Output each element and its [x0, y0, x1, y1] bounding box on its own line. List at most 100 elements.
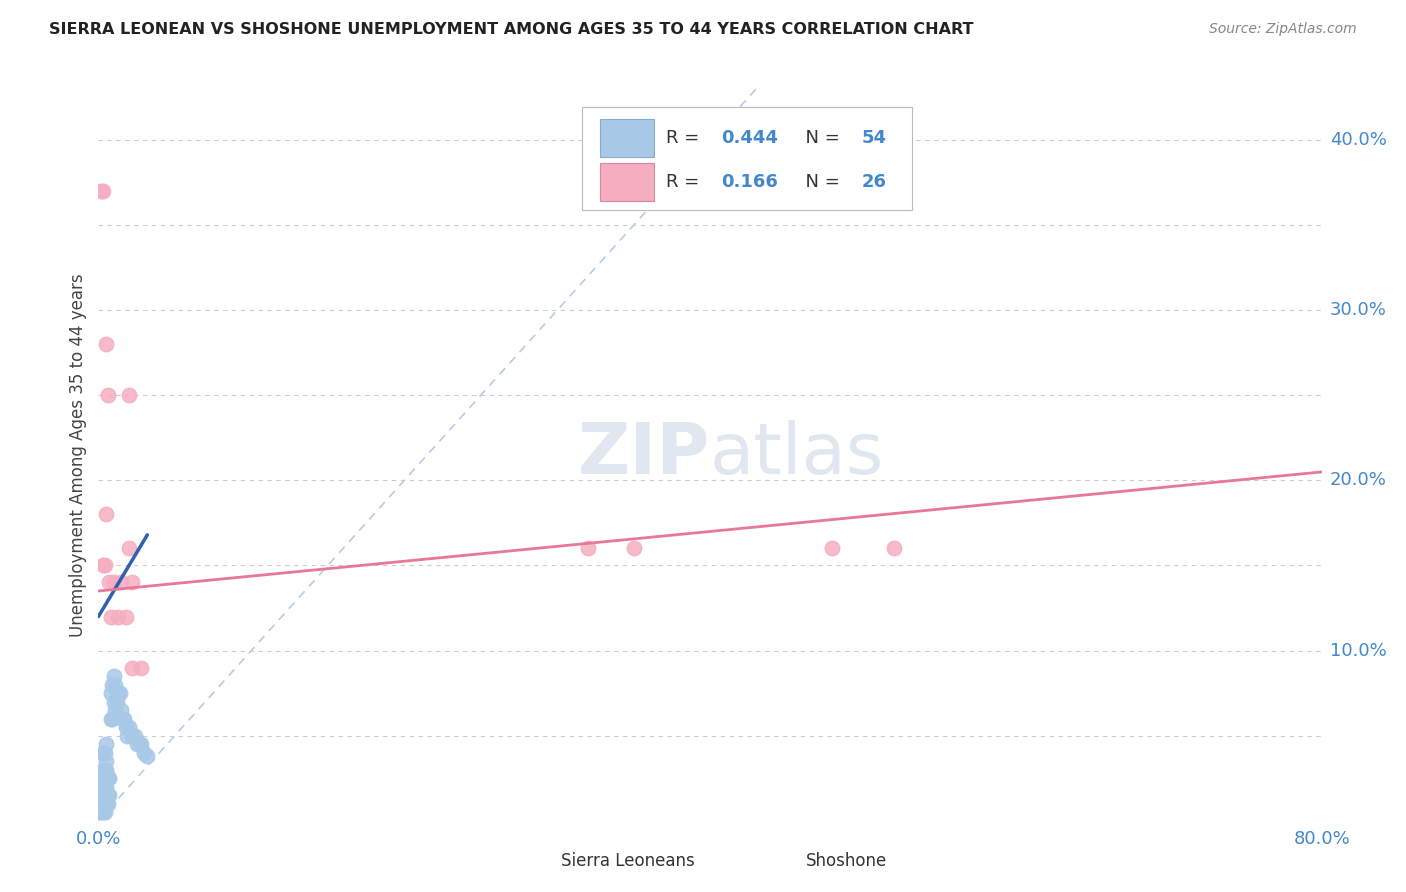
Text: N =: N = — [794, 128, 846, 147]
Point — [129, 737, 152, 751]
Point — [118, 720, 141, 734]
Point — [104, 703, 127, 717]
Point — [112, 712, 135, 726]
Point — [103, 669, 125, 683]
Point — [121, 575, 143, 590]
Point — [129, 660, 152, 674]
Point — [108, 686, 131, 700]
Point — [115, 720, 138, 734]
Point — [103, 695, 125, 709]
Point — [103, 575, 125, 590]
Point — [93, 558, 115, 573]
Text: atlas: atlas — [710, 420, 884, 490]
Point — [121, 660, 143, 674]
Point — [97, 771, 120, 785]
Point — [91, 805, 114, 819]
FancyBboxPatch shape — [744, 843, 796, 879]
Point — [91, 780, 114, 794]
Point — [94, 771, 117, 785]
Point — [821, 541, 844, 556]
Y-axis label: Unemployment Among Ages 35 to 44 years: Unemployment Among Ages 35 to 44 years — [69, 273, 87, 637]
Text: 20.0%: 20.0% — [1330, 472, 1386, 490]
FancyBboxPatch shape — [582, 108, 912, 210]
Point — [117, 729, 139, 743]
Point — [90, 797, 112, 811]
Point — [94, 780, 117, 794]
Point — [100, 686, 122, 700]
Point — [93, 797, 115, 811]
Text: R =: R = — [666, 173, 711, 192]
Point — [623, 541, 645, 556]
Point — [97, 388, 120, 402]
Point — [101, 677, 124, 691]
Point — [576, 541, 599, 556]
Text: 30.0%: 30.0% — [1330, 301, 1386, 319]
Point — [111, 712, 134, 726]
Point — [90, 788, 112, 802]
Point — [105, 695, 128, 709]
Text: R =: R = — [666, 128, 704, 147]
Point — [118, 388, 141, 402]
Point — [91, 746, 114, 760]
Point — [91, 788, 114, 802]
Text: N =: N = — [794, 173, 846, 192]
Point — [90, 805, 112, 819]
Point — [100, 609, 122, 624]
Point — [110, 703, 132, 717]
Point — [90, 780, 112, 794]
Point — [97, 788, 120, 802]
Point — [98, 575, 121, 590]
Point — [128, 737, 150, 751]
Point — [110, 575, 132, 590]
Point — [93, 746, 115, 760]
Point — [100, 712, 122, 726]
Text: ZIP: ZIP — [578, 420, 710, 490]
Point — [94, 508, 117, 522]
FancyBboxPatch shape — [600, 163, 654, 202]
Point — [124, 729, 146, 743]
Text: 0.444: 0.444 — [721, 128, 778, 147]
Point — [134, 746, 156, 760]
Point — [93, 763, 115, 777]
Point — [93, 788, 115, 802]
Text: Source: ZipAtlas.com: Source: ZipAtlas.com — [1209, 22, 1357, 37]
Text: 0.166: 0.166 — [721, 173, 778, 192]
Point — [136, 749, 159, 764]
Text: 54: 54 — [862, 128, 887, 147]
Point — [91, 184, 114, 198]
Point — [121, 729, 143, 743]
Text: 26: 26 — [862, 173, 887, 192]
Point — [107, 609, 129, 624]
Point — [115, 609, 138, 624]
Point — [91, 771, 114, 785]
Point — [125, 737, 148, 751]
Point — [94, 797, 117, 811]
Point — [93, 771, 115, 785]
Point — [93, 780, 115, 794]
Text: Shoshone: Shoshone — [806, 852, 887, 870]
Point — [94, 737, 117, 751]
FancyBboxPatch shape — [499, 843, 551, 879]
Point — [94, 337, 117, 351]
Text: Sierra Leoneans: Sierra Leoneans — [561, 852, 695, 870]
Point — [94, 763, 117, 777]
Point — [91, 763, 114, 777]
Point — [98, 771, 121, 785]
Point — [93, 805, 115, 819]
Point — [101, 712, 124, 726]
Text: 40.0%: 40.0% — [1330, 131, 1386, 149]
Point — [104, 677, 127, 691]
Point — [90, 184, 112, 198]
Point — [98, 788, 121, 802]
Point — [97, 797, 120, 811]
Point — [91, 797, 114, 811]
Point — [94, 788, 117, 802]
Point — [94, 754, 117, 768]
Point — [883, 541, 905, 556]
Point — [118, 541, 141, 556]
Point — [91, 558, 114, 573]
Text: 10.0%: 10.0% — [1330, 641, 1386, 659]
FancyBboxPatch shape — [600, 119, 654, 157]
Point — [107, 686, 129, 700]
Text: SIERRA LEONEAN VS SHOSHONE UNEMPLOYMENT AMONG AGES 35 TO 44 YEARS CORRELATION CH: SIERRA LEONEAN VS SHOSHONE UNEMPLOYMENT … — [49, 22, 974, 37]
